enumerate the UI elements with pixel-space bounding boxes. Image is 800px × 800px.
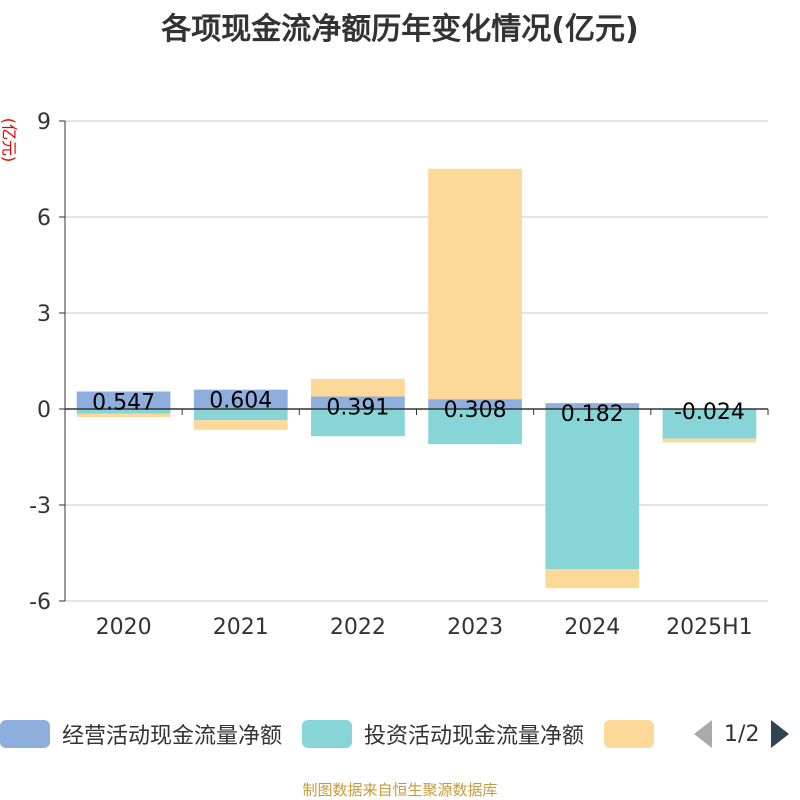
axes: 9 6 3 0 -3 -6 2020 2021 2022 2023 2024 2025H1 [29,110,769,640]
legend-item-investing[interactable]: 投资活动现金流量净额 [302,718,584,750]
bar-segment [76,409,171,414]
grid-lines [65,120,768,602]
x-tick-label: 2020 [96,615,152,640]
data-label: -0.024 [674,400,745,425]
bar-segment [545,403,640,409]
legend-page-indicator: 1/2 [724,721,760,747]
data-label: 0.391 [326,395,389,420]
y-tick-label: -6 [29,590,51,615]
x-tick-label: 2021 [213,615,269,640]
legend-label-operating: 经营活动现金流量净额 [62,724,283,749]
legend-label-investing: 投资活动现金流量净额 [364,724,585,749]
bar-segment [545,569,640,589]
legend-item-financing[interactable] [604,720,666,748]
bar-segment [311,396,405,409]
data-label: 0.547 [92,390,155,415]
data-label: 0.604 [209,389,272,414]
legend-swatch-financing [604,720,655,748]
legend-swatch-operating [0,720,50,748]
bar-segment [311,409,405,437]
bar-segment [428,399,522,409]
x-tick-label: 2025H1 [666,615,753,640]
bar-segment [662,438,757,443]
legend-pager: 1/2 [694,720,790,748]
data-label: 0.182 [561,402,624,427]
data-label: 0.308 [444,398,507,423]
y-tick-label: 6 [37,206,51,231]
legend-swatch-investing [302,720,353,748]
bar-chart: 9 6 3 0 -3 -6 2020 2021 2022 2023 2024 2025H1 0.547… [29,110,769,640]
x-tick-label: 2022 [330,615,386,640]
y-tick-label: 3 [37,302,51,327]
x-tick-label: 2023 [447,615,503,640]
y-tick-label: -3 [29,494,51,519]
legend-next-arrow-icon[interactable] [771,720,790,748]
bar-segment [76,413,171,417]
data-source-footer: 制图数据来自恒生聚源数据库 [302,781,498,799]
chart-title: 各项现金流净额历年变化情况(亿元) [161,12,639,47]
bar-segment [428,409,522,445]
legend-item-operating[interactable]: 经营活动现金流量净额 [0,718,282,750]
bar-segment [662,409,757,439]
bar-segment [193,420,288,430]
bar-segment [76,391,171,409]
bar-segment [428,168,522,400]
y-tick-label: 9 [37,110,51,135]
legend: 经营活动现金流量净额 投资活动现金流量净额 1/2 [0,716,800,752]
y-tick-label: 0 [37,398,51,423]
x-tick-label: 2024 [564,615,620,640]
bar-segment [311,378,405,397]
bar-segment [193,409,288,421]
bar-segment [545,409,640,569]
bar-segment [193,389,288,409]
legend-prev-arrow-icon[interactable] [694,720,713,748]
bar-series [76,168,757,589]
data-labels: 0.547 0.604 0.391 0.308 0.182 -0.024 [92,389,745,428]
